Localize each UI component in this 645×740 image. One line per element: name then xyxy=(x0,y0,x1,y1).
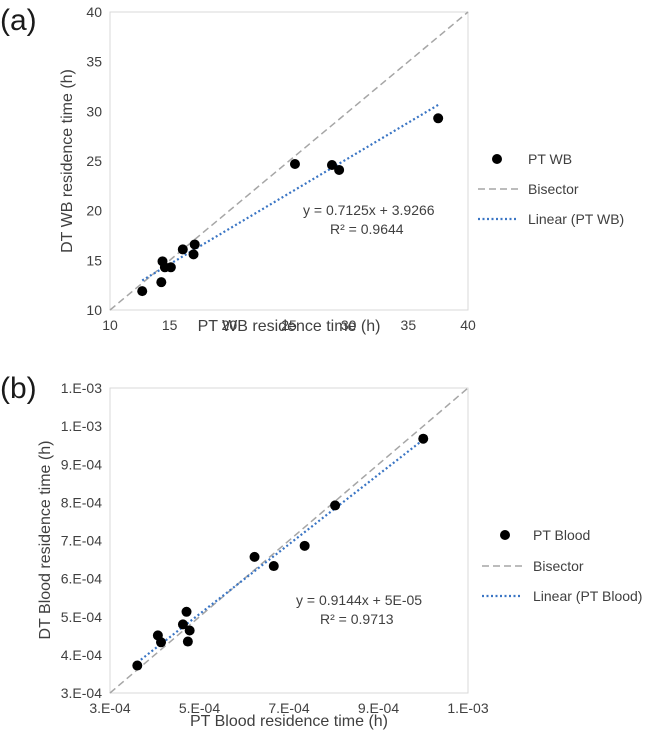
panel-b-y-tick-label: 9.E-04 xyxy=(61,456,102,472)
panel-a-legend-trend: Linear (PT WB) xyxy=(528,211,624,227)
panel-b-x-axis-title: PT Blood residence time (h) xyxy=(190,713,388,730)
panel-a-y-tick-label: 35 xyxy=(86,54,102,70)
panel-b-data-point xyxy=(184,625,195,636)
panel-a-legend: PT WB Bisector Linear (PT WB) xyxy=(478,151,624,227)
panel-b-x-tick-label: 9.E-04 xyxy=(358,700,399,716)
panel-a-data-point xyxy=(289,158,300,169)
panel-b-data-point xyxy=(418,433,429,444)
panel-a-bisector-line xyxy=(109,11,469,311)
panel-b-legend-bisector: Bisector xyxy=(533,558,584,574)
panel-b-data-points xyxy=(132,433,429,671)
panel-a-x-tick-label: 15 xyxy=(162,317,178,333)
panel-a-x-tick-label: 20 xyxy=(222,317,238,333)
panel-a-y-axis-title: DT WB residence time (h) xyxy=(59,69,76,253)
panel-a-data-point xyxy=(189,239,200,250)
panel-b-data-point xyxy=(181,606,192,617)
panel-b-y-tick-label: 1.E-03 xyxy=(61,418,102,434)
panel-b-y-tick-label: 3.E-04 xyxy=(61,685,102,701)
panel-a-equation: y = 0.7125x + 3.9266 xyxy=(303,202,435,218)
panel-a-data-point xyxy=(165,262,176,273)
panel-a-legend-series: PT WB xyxy=(528,151,572,167)
panel-a-trendline xyxy=(141,103,439,282)
panel-b-equation: y = 0.9144x + 5E-05 xyxy=(296,592,422,608)
panel-b-y-axis-title: DT Blood residence time (h) xyxy=(37,441,54,640)
panel-b-y-tick-label: 8.E-04 xyxy=(61,494,102,510)
panel-a-data-point xyxy=(156,277,167,288)
panel-a-y-tick-label: 30 xyxy=(86,103,102,119)
panel-b-data-point xyxy=(268,561,279,572)
panel-a-y-tick-label: 25 xyxy=(86,153,102,169)
panel-a-x-axis-title: PT WB residence time (h) xyxy=(198,318,381,335)
panel-b-x-tick-labels: 3.E-04 5.E-04 7.E-04 9.E-04 1.E-03 xyxy=(89,700,488,716)
panel-b-y-tick-label: 7.E-04 xyxy=(61,533,102,549)
panel-b-r-squared: R² = 0.9713 xyxy=(320,611,394,627)
panel-b-x-tick-label: 7.E-04 xyxy=(268,700,309,716)
panel-a-data-points xyxy=(137,113,444,297)
panel-b-x-tick-label: 3.E-04 xyxy=(89,700,130,716)
panel-b-data-point xyxy=(299,540,310,551)
panel-b-x-tick-label: 5.E-04 xyxy=(179,700,220,716)
panel-a-legend-point-marker xyxy=(492,154,502,164)
panel-a-data-point xyxy=(334,164,345,175)
panel-b-legend-trend: Linear (PT Blood) xyxy=(533,588,642,604)
panel-a-x-tick-label: 10 xyxy=(102,317,118,333)
panel-a-legend-bisector: Bisector xyxy=(528,181,579,197)
panel-b-data-point xyxy=(156,637,167,648)
panel-b-y-tick-label: 4.E-04 xyxy=(61,647,102,663)
panel-b-label: (b) xyxy=(0,372,37,405)
panel-a-x-tick-labels: 10 15 20 25 30 35 40 xyxy=(102,317,476,333)
panel-a-y-tick-label: 10 xyxy=(86,302,102,318)
panel-a-y-tick-labels: 10 15 20 25 30 35 40 xyxy=(86,4,102,318)
panel-a-data-point xyxy=(177,244,188,255)
panel-b-scatter-chart: (b) 3.E-04 5.E-04 7.E-04 9.E-04 1.E-03 3.E-0… xyxy=(0,372,642,730)
panel-a-r-squared: R² = 0.9644 xyxy=(330,221,404,237)
panel-b-y-tick-label: 6.E-04 xyxy=(61,571,102,587)
panel-b-y-tick-label: 5.E-04 xyxy=(61,609,102,625)
panel-a-y-tick-label: 15 xyxy=(86,252,102,268)
panel-b-y-tick-labels: 3.E-04 4.E-04 5.E-04 6.E-04 7.E-04 8.E-04 9.E-… xyxy=(61,380,102,701)
panel-b-data-point xyxy=(330,500,341,511)
panel-b-legend: PT Blood Bisector Linear (PT Blood) xyxy=(482,527,642,604)
panel-b-legend-point-marker xyxy=(500,530,510,540)
panel-b-x-tick-label: 1.E-03 xyxy=(447,700,488,716)
panel-a-label: (a) xyxy=(0,4,37,37)
panel-a-y-tick-label: 40 xyxy=(86,4,102,20)
panel-a-x-tick-label: 35 xyxy=(401,317,417,333)
panel-a-data-point xyxy=(326,159,337,170)
panel-b-legend-series: PT Blood xyxy=(533,527,590,543)
panel-a-y-tick-label: 20 xyxy=(86,203,102,219)
panel-b-data-point xyxy=(177,619,188,630)
panel-b-data-point xyxy=(182,636,193,647)
panel-a-x-tick-label: 25 xyxy=(281,317,297,333)
panel-a-x-tick-label: 30 xyxy=(341,317,357,333)
panel-b-data-point xyxy=(132,660,143,671)
panel-a-data-point xyxy=(188,249,199,260)
panel-a-scatter-chart: (a) 10 15 20 25 30 35 40 10 15 20 25 30 35 40 y = 0.… xyxy=(0,4,624,335)
panel-b-data-point xyxy=(249,551,260,562)
panel-a-data-point xyxy=(137,286,148,297)
panel-a-data-point xyxy=(433,113,444,124)
panel-b-y-tick-label: 1.E-03 xyxy=(61,380,102,396)
panel-b-bisector-line xyxy=(109,387,469,694)
panel-a-x-tick-label: 40 xyxy=(460,317,476,333)
